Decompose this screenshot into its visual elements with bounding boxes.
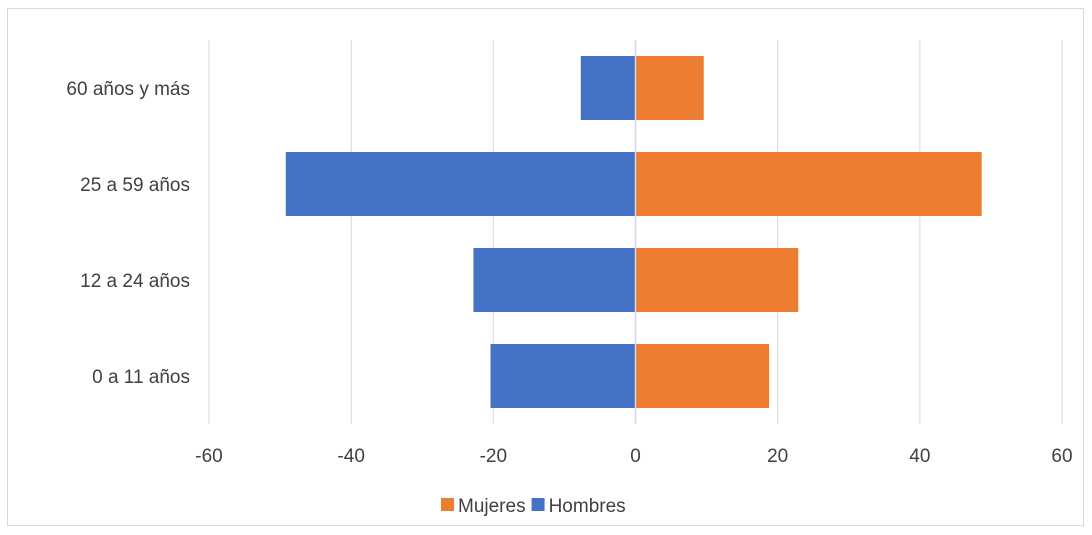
bar-mujeres — [635, 248, 799, 312]
gridlines — [208, 40, 1063, 424]
bars — [285, 56, 982, 408]
x-tick-label: 0 — [630, 446, 641, 467]
category-label: 25 a 59 años — [80, 175, 190, 196]
bar-mujeres — [635, 344, 770, 408]
bar-hombres — [490, 344, 636, 408]
x-tick-labels: -60 -40 -20 0 20 40 60 — [195, 446, 1072, 467]
x-tick-label: -20 — [480, 446, 507, 467]
bar-mujeres — [635, 152, 982, 216]
category-label: 12 a 24 años — [80, 271, 190, 292]
x-tick-label: -40 — [337, 446, 364, 467]
x-tick-label: 60 — [1051, 446, 1072, 467]
x-tick-label: 20 — [767, 446, 788, 467]
bar-mujeres — [635, 56, 704, 120]
x-tick-label: 40 — [909, 446, 930, 467]
bar-hombres — [473, 248, 636, 312]
x-tick-label: -60 — [195, 446, 222, 467]
bar-hombres — [580, 56, 636, 120]
legend-swatch-hombres — [531, 498, 545, 511]
legend-swatch-mujeres — [441, 498, 454, 511]
category-label: 60 años y más — [66, 79, 190, 100]
category-labels: 60 años y más 25 a 59 años 12 a 24 años 0 a… — [66, 79, 190, 388]
category-label: 0 a 11 años — [92, 367, 190, 388]
bar-hombres — [285, 152, 636, 216]
legend-label-hombres: Hombres — [549, 496, 626, 517]
legend: Mujeres Hombres — [441, 496, 626, 517]
legend-label-mujeres: Mujeres — [458, 496, 526, 517]
